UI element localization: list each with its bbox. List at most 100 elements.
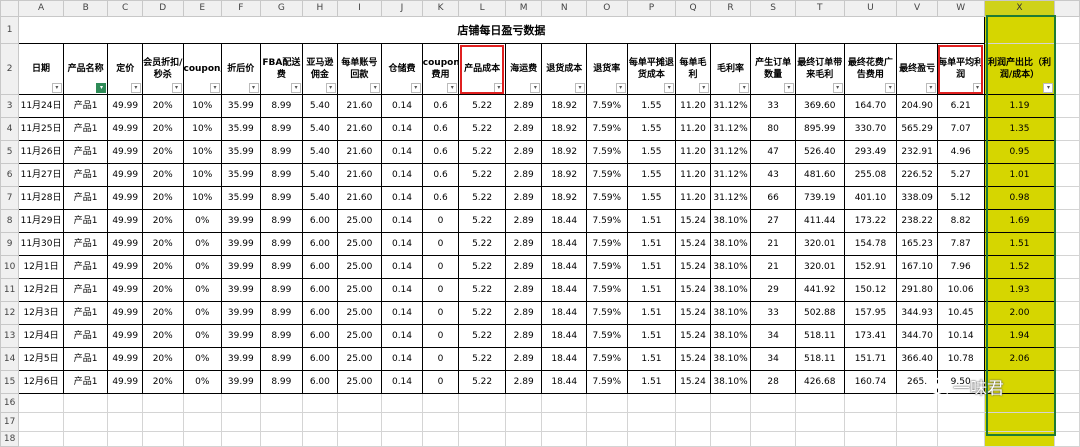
data-cell[interactable]: 49.99 xyxy=(107,140,143,164)
data-cell[interactable]: 0.14 xyxy=(381,117,423,141)
data-cell[interactable]: 7.59% xyxy=(586,278,628,302)
data-cell[interactable]: 20% xyxy=(141,278,184,302)
grid-cell[interactable] xyxy=(1054,278,1080,302)
grid-cell[interactable] xyxy=(182,393,223,413)
data-cell[interactable]: 25.00 xyxy=(336,347,383,371)
data-cell[interactable]: 25.00 xyxy=(336,324,383,348)
data-cell[interactable]: 27 xyxy=(750,209,796,233)
data-cell[interactable]: 20% xyxy=(141,255,184,279)
data-cell[interactable]: 33 xyxy=(750,301,796,325)
data-cell[interactable]: 0.6 xyxy=(421,94,460,118)
data-cell[interactable]: 5.22 xyxy=(458,301,506,325)
column-header-n[interactable]: N xyxy=(541,0,588,17)
header-cell[interactable]: 每单毛利 ▾ xyxy=(675,43,711,95)
data-cell[interactable]: 1.35 xyxy=(983,117,1056,141)
grid-cell[interactable] xyxy=(62,412,109,432)
data-cell[interactable]: 0.14 xyxy=(381,370,423,394)
data-cell[interactable]: 5.40 xyxy=(302,140,338,164)
data-cell[interactable]: 49.99 xyxy=(107,186,143,210)
data-cell[interactable]: 0 xyxy=(421,255,460,279)
data-cell[interactable]: 21.60 xyxy=(336,140,383,164)
data-cell[interactable]: 10% xyxy=(182,94,223,118)
data-cell[interactable]: 2.89 xyxy=(504,209,543,233)
data-cell[interactable]: 8.99 xyxy=(259,301,304,325)
data-cell[interactable]: 526.40 xyxy=(794,140,845,164)
data-cell[interactable]: 1.55 xyxy=(626,117,677,141)
grid-cell[interactable] xyxy=(1054,324,1080,348)
grid-cell[interactable] xyxy=(107,431,143,447)
column-header-g[interactable]: G xyxy=(259,0,304,17)
filter-dropdown-icon[interactable]: ▾ xyxy=(832,83,843,93)
data-cell[interactable]: 8.99 xyxy=(259,324,304,348)
data-cell[interactable]: 35.99 xyxy=(221,117,261,141)
data-cell[interactable]: 6.00 xyxy=(302,301,338,325)
data-cell[interactable]: 10% xyxy=(182,140,223,164)
row-number[interactable]: 9 xyxy=(0,232,20,256)
grid-cell[interactable] xyxy=(1054,393,1080,413)
data-cell[interactable]: 18.44 xyxy=(541,324,588,348)
data-cell[interactable]: 293.49 xyxy=(843,140,898,164)
header-cell[interactable]: 利润产出比（利润/成本） ▾ xyxy=(983,43,1056,95)
column-header-x[interactable]: X xyxy=(983,0,1056,17)
grid-cell[interactable] xyxy=(421,393,460,413)
header-cell[interactable]: 海运费 ▾ xyxy=(504,43,543,95)
data-cell[interactable]: 565.29 xyxy=(896,117,938,141)
data-cell[interactable]: 151.71 xyxy=(843,347,898,371)
data-cell[interactable]: 49.99 xyxy=(107,163,143,187)
data-cell[interactable]: 20% xyxy=(141,324,184,348)
data-cell[interactable]: 25.00 xyxy=(336,209,383,233)
data-cell[interactable]: 11.20 xyxy=(675,163,711,187)
filter-dropdown-icon[interactable]: ▾ xyxy=(248,83,259,93)
data-cell[interactable]: 2.89 xyxy=(504,324,543,348)
data-cell[interactable]: 2.89 xyxy=(504,255,543,279)
data-cell[interactable]: 10% xyxy=(182,163,223,187)
data-cell[interactable]: 产品1 xyxy=(62,94,109,118)
data-cell[interactable]: 152.91 xyxy=(843,255,898,279)
data-cell[interactable]: 1.52 xyxy=(983,255,1056,279)
grid-cell[interactable] xyxy=(750,393,796,413)
row-number[interactable]: 10 xyxy=(0,255,20,279)
row-number[interactable]: 2 xyxy=(0,43,20,95)
header-cell[interactable]: 最终订单带来毛利 ▾ xyxy=(794,43,845,95)
data-cell[interactable]: 5.22 xyxy=(458,347,506,371)
filter-dropdown-icon[interactable]: ▾ xyxy=(575,83,586,93)
row-number[interactable]: 1 xyxy=(0,16,20,44)
data-cell[interactable]: 6.00 xyxy=(302,347,338,371)
grid-cell[interactable] xyxy=(983,16,1056,44)
data-cell[interactable]: 518.11 xyxy=(794,324,845,348)
grid-cell[interactable] xyxy=(936,412,985,432)
grid-cell[interactable] xyxy=(1054,16,1080,44)
row-number[interactable]: 11 xyxy=(0,278,20,302)
grid-cell[interactable] xyxy=(843,431,898,447)
data-cell[interactable]: 21 xyxy=(750,232,796,256)
filter-dropdown-icon[interactable]: ▾ xyxy=(291,83,302,93)
grid-cell[interactable] xyxy=(794,393,845,413)
data-cell[interactable]: 20% xyxy=(141,117,184,141)
data-cell[interactable]: 20% xyxy=(141,232,184,256)
data-cell[interactable]: 11月25日 xyxy=(18,117,64,141)
data-cell[interactable]: 8.99 xyxy=(259,163,304,187)
data-cell[interactable]: 5.22 xyxy=(458,186,506,210)
data-cell[interactable]: 7.59% xyxy=(586,163,628,187)
row-number[interactable]: 13 xyxy=(0,324,20,348)
grid-cell[interactable] xyxy=(221,431,261,447)
header-cell[interactable]: 退货成本 ▾ xyxy=(541,43,588,95)
data-cell[interactable]: 35.99 xyxy=(221,186,261,210)
data-cell[interactable]: 1.51 xyxy=(626,209,677,233)
data-cell[interactable]: 11月30日 xyxy=(18,232,64,256)
data-cell[interactable]: 330.70 xyxy=(843,117,898,141)
grid-cell[interactable] xyxy=(1054,186,1080,210)
data-cell[interactable]: 10.06 xyxy=(936,278,985,302)
data-cell[interactable]: 1.51 xyxy=(626,232,677,256)
data-cell[interactable]: 232.91 xyxy=(896,140,938,164)
grid-cell[interactable] xyxy=(259,412,304,432)
column-header-v[interactable]: V xyxy=(896,0,938,17)
data-cell[interactable]: 39.99 xyxy=(221,209,261,233)
data-cell[interactable]: 1.55 xyxy=(626,140,677,164)
data-cell[interactable]: 21.60 xyxy=(336,94,383,118)
data-cell[interactable]: 2.89 xyxy=(504,140,543,164)
data-cell[interactable]: 6.00 xyxy=(302,255,338,279)
data-cell[interactable]: 产品1 xyxy=(62,163,109,187)
data-cell[interactable]: 20% xyxy=(141,301,184,325)
data-cell[interactable]: 49.99 xyxy=(107,209,143,233)
